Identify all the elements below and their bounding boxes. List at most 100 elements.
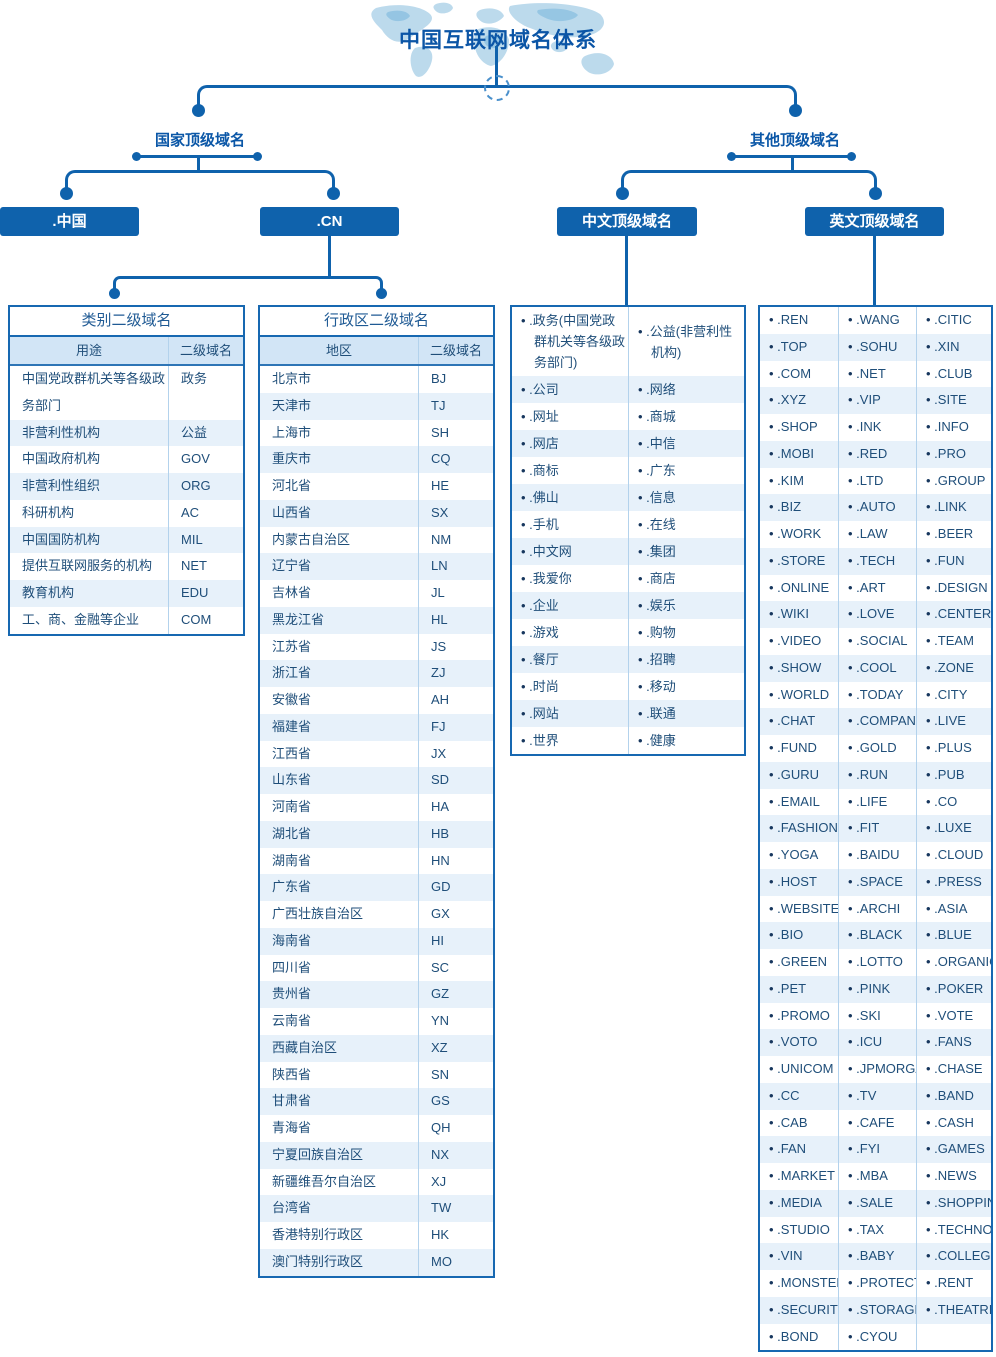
- list-body: .REN .WANG .CITIC .TOP .SOHU .XIN .COM .…: [760, 307, 991, 1351]
- table-row: 西藏自治区 XZ: [260, 1034, 493, 1062]
- tld-cell: .商城: [628, 403, 744, 430]
- tld-label: .PET: [760, 976, 838, 1003]
- tld-label: .FANS: [916, 1029, 991, 1056]
- use-cell: 中国党政群机关等各级政务部门: [22, 371, 166, 413]
- tld-label: .PROTECTION: [838, 1270, 916, 1297]
- connector-dot: [327, 187, 340, 200]
- tld-label: .UNICOM: [760, 1056, 838, 1083]
- tld-label: .VOTE: [916, 1002, 991, 1030]
- region-cell: 河北省: [272, 478, 312, 493]
- domain-cell: YN: [418, 1008, 493, 1035]
- other-fork-connector: [621, 170, 877, 193]
- domain-cell: NET: [168, 553, 243, 580]
- tld-cell: .娱乐: [628, 592, 744, 619]
- node-box-english-tld: 英文顶级域名: [805, 207, 944, 236]
- tld-label: .ASIA: [916, 895, 991, 923]
- tld-cell: .手机: [512, 511, 628, 538]
- tld-cell: .网络: [628, 376, 744, 403]
- domain-cell: SH: [418, 419, 493, 447]
- tld-label: .JPMORGAN: [838, 1056, 916, 1083]
- table-row: 广西壮族自治区 GX: [260, 901, 493, 928]
- domain-cell: COM: [168, 606, 243, 634]
- list-row: .FAN .FYI .GAMES: [760, 1136, 991, 1163]
- domain-cell: EDU: [168, 580, 243, 607]
- tld-label: .HOST: [760, 869, 838, 896]
- list-row: .游戏 .购物: [512, 619, 744, 646]
- list-row: .FASHION .FIT .LUXE: [760, 815, 991, 842]
- node-box-chinese-tld: 中文顶级域名: [557, 207, 697, 236]
- tld-label: .XYZ: [760, 387, 838, 414]
- region-cell: 福建省: [272, 718, 312, 734]
- connector-dot: [132, 152, 141, 161]
- tld-cell: .联通: [628, 700, 744, 727]
- table-row: 工、商、金融等企业 COM: [10, 606, 243, 634]
- list-row: .MONSTER .PROTECTION .RENT: [760, 1270, 991, 1297]
- region-cell: 陕西省: [272, 1066, 312, 1082]
- tld-label: .PLUS: [916, 735, 991, 762]
- category-table-panel: 类别二级域名 用途 二级域名 中国党政群机关等各级政务部门 政务 非营利性机构 …: [8, 305, 245, 636]
- table-row: 新疆维吾尔自治区 XJ: [260, 1168, 493, 1196]
- tld-label: .ORGANIC: [916, 949, 991, 976]
- tld-label: .健康: [638, 730, 676, 751]
- connector-dot: [192, 104, 205, 117]
- tld-label: .BABY: [838, 1243, 916, 1270]
- list-row: .BOND .CYOU: [760, 1323, 991, 1351]
- tld-label: .公司: [521, 379, 559, 400]
- connector-dot: [60, 187, 73, 200]
- table-row: 天津市 TJ: [260, 392, 493, 420]
- region-cell: 台湾省: [272, 1200, 312, 1216]
- tld-label: .POKER: [916, 975, 991, 1003]
- tld-label: .SITE: [916, 387, 991, 414]
- list-row: .WORLD .TODAY .CITY: [760, 681, 991, 709]
- tld-label: .TODAY: [838, 681, 916, 709]
- tld-label: .MEDIA: [760, 1190, 838, 1217]
- tld-label: .AUTO: [838, 494, 916, 521]
- tld-label: .WANG: [838, 307, 916, 334]
- table-row: 江西省 JX: [260, 740, 493, 768]
- region-cell: 宁夏回族自治区: [272, 1146, 364, 1162]
- domain-cell: MIL: [168, 526, 243, 554]
- region-cell: 青海省: [272, 1120, 312, 1135]
- tld-label: .STORE: [760, 548, 838, 575]
- column-header: 二级域名: [418, 337, 493, 364]
- list-body: .政务(中国党政群机关等各级政务部门) .公益(非营利性机构) .公司 .网络 …: [512, 307, 744, 754]
- tld-label: .FASHION: [760, 815, 838, 842]
- domain-cell: SN: [418, 1061, 493, 1089]
- tld-label: .TV: [838, 1082, 916, 1110]
- table-row: 广东省 GD: [260, 874, 493, 901]
- tld-label: .网络: [638, 379, 676, 400]
- domain-cell: HL: [418, 606, 493, 634]
- tld-label: .YOGA: [760, 842, 838, 869]
- region-cell: 江苏省: [272, 638, 312, 654]
- english-tld-panel: .REN .WANG .CITIC .TOP .SOHU .XIN .COM .…: [758, 305, 993, 1353]
- domain-cell: SD: [418, 767, 493, 794]
- use-cell: 科研机构: [22, 504, 75, 520]
- connector-line: [873, 236, 876, 305]
- table-row: 山西省 SX: [260, 499, 493, 527]
- list-row: .EMAIL .LIFE .CO: [760, 788, 991, 816]
- tld-cell: .时尚: [512, 673, 628, 700]
- tld-label: .INFO: [916, 414, 991, 441]
- domain-cell: 政务: [168, 366, 243, 420]
- tld-label: .LAW: [838, 521, 916, 548]
- tld-label: .CYOU: [838, 1323, 916, 1351]
- tld-label: .SHOW: [760, 655, 838, 682]
- tld-label: .CLUB: [916, 360, 991, 388]
- tld-cell: .招聘: [628, 646, 744, 673]
- domain-cell: GS: [418, 1088, 493, 1115]
- table-row: 海南省 HI: [260, 927, 493, 955]
- list-row: .HOST .SPACE .PRESS: [760, 868, 991, 896]
- tld-label: .公益(非营利性机构): [638, 321, 742, 363]
- tld-cell: .信息: [628, 484, 744, 511]
- tld-label: .COM: [760, 361, 838, 388]
- list-row: .时尚 .移动: [512, 673, 744, 700]
- tld-cell: .网店: [512, 430, 628, 457]
- tld-label: .世界: [521, 730, 559, 751]
- table-row: 湖北省 HB: [260, 820, 493, 848]
- list-row: .YOGA .BAIDU .CLOUD: [760, 842, 991, 869]
- tld-label: .BAND: [916, 1082, 991, 1110]
- list-row: .VIN .BABY .COLLEGE: [760, 1243, 991, 1270]
- domain-cell: GX: [418, 901, 493, 928]
- tld-label: .SPACE: [838, 868, 916, 896]
- table-row: 中国政府机构 GOV: [10, 446, 243, 473]
